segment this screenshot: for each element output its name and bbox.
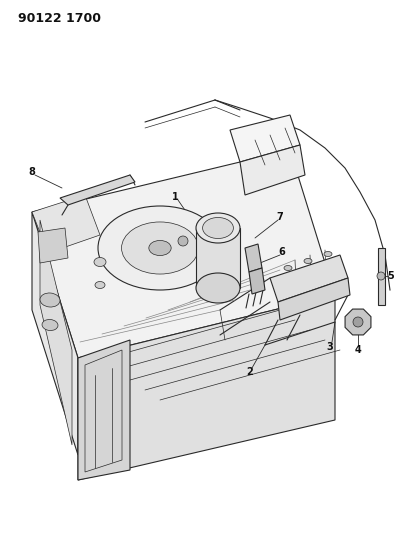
Circle shape: [353, 317, 363, 327]
Polygon shape: [270, 255, 348, 302]
Ellipse shape: [284, 265, 292, 271]
Ellipse shape: [304, 259, 312, 263]
Polygon shape: [60, 175, 135, 205]
Ellipse shape: [42, 319, 58, 330]
Polygon shape: [240, 145, 305, 195]
Text: 7: 7: [277, 212, 283, 222]
Polygon shape: [196, 228, 240, 288]
Polygon shape: [245, 244, 262, 272]
Text: 2: 2: [247, 367, 253, 377]
Text: 3: 3: [327, 342, 333, 352]
Polygon shape: [278, 278, 350, 320]
Ellipse shape: [122, 222, 199, 274]
Text: 8: 8: [28, 167, 35, 177]
Polygon shape: [230, 115, 300, 162]
Ellipse shape: [40, 293, 60, 307]
Ellipse shape: [149, 240, 171, 255]
Ellipse shape: [98, 206, 222, 290]
Ellipse shape: [95, 281, 105, 288]
Text: 5: 5: [388, 271, 394, 281]
Ellipse shape: [324, 252, 332, 256]
Ellipse shape: [196, 213, 240, 243]
Circle shape: [377, 272, 385, 280]
Text: 90122 1700: 90122 1700: [18, 12, 101, 25]
Polygon shape: [378, 248, 385, 305]
Ellipse shape: [203, 217, 233, 238]
Polygon shape: [38, 228, 68, 263]
Text: 6: 6: [279, 247, 285, 257]
Text: 4: 4: [355, 345, 361, 355]
Polygon shape: [32, 212, 78, 455]
Ellipse shape: [94, 257, 106, 266]
Circle shape: [178, 236, 188, 246]
Polygon shape: [32, 150, 335, 358]
Polygon shape: [40, 220, 72, 445]
Text: 1: 1: [172, 192, 178, 202]
Polygon shape: [249, 268, 265, 294]
Polygon shape: [32, 195, 100, 253]
Polygon shape: [78, 295, 335, 480]
Ellipse shape: [196, 273, 240, 303]
Polygon shape: [78, 340, 130, 480]
